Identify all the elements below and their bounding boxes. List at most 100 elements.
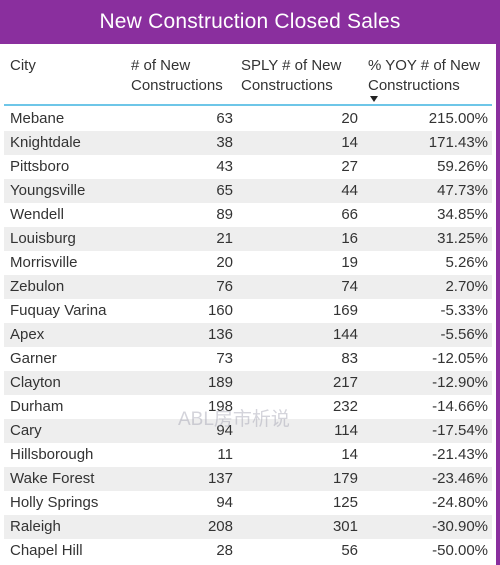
city-cell: Pittsboro [10, 158, 70, 175]
city-cell: Raleigh [10, 518, 61, 535]
city-cell: Mebane [10, 110, 65, 127]
city-cell: Durham [10, 398, 64, 415]
city-cell: Wendell [10, 206, 64, 223]
column-header-sply-line1: SPLY # of New [241, 57, 342, 74]
new-constructions-cell: 43 [216, 158, 233, 175]
yoy-cell: -12.90% [432, 374, 488, 391]
column-header-new-line2: Constructions [131, 77, 223, 94]
yoy-cell: -5.56% [440, 326, 488, 343]
table-row[interactable]: Pittsboro 43 27 59.26% [4, 155, 492, 179]
table-row[interactable]: Clayton 189 217 -12.90% [4, 371, 492, 395]
table-row[interactable]: Morrisville 20 19 5.26% [4, 251, 492, 275]
sply-cell: 232 [332, 398, 358, 415]
city-cell: Youngsville [10, 182, 86, 199]
city-cell: Zebulon [10, 278, 65, 295]
column-header-sply-line2: Constructions [241, 77, 333, 94]
sply-cell: 179 [332, 470, 358, 487]
sort-descending-icon[interactable] [370, 96, 378, 102]
sply-cell: 16 [341, 230, 358, 247]
new-constructions-cell: 198 [207, 398, 233, 415]
table-row[interactable]: Mebane 63 20 215.00% [4, 107, 492, 131]
new-constructions-cell: 89 [216, 206, 233, 223]
column-header-new-line1: # of New [131, 57, 191, 74]
table-row[interactable]: Hillsborough 11 14 -21.43% [4, 443, 492, 467]
sply-cell: 169 [332, 302, 358, 319]
city-cell: Holly Springs [10, 494, 99, 511]
yoy-cell: 2.70% [445, 278, 488, 295]
new-constructions-cell: 73 [216, 350, 233, 367]
sply-cell: 44 [341, 182, 358, 199]
city-cell: Wake Forest [10, 470, 95, 487]
new-constructions-cell: 11 [217, 446, 233, 463]
new-constructions-cell: 136 [207, 326, 233, 343]
sply-cell: 56 [341, 542, 358, 559]
yoy-cell: -5.33% [440, 302, 488, 319]
table-row[interactable]: Wake Forest 137 179 -23.46% [4, 467, 492, 491]
city-cell: Hillsborough [10, 446, 94, 463]
new-constructions-cell: 208 [207, 518, 233, 535]
yoy-cell: 215.00% [428, 110, 488, 127]
yoy-cell: -14.66% [432, 398, 488, 415]
yoy-cell: 31.25% [437, 230, 488, 247]
column-header-yoy-line1: % YOY # of New [368, 57, 481, 74]
new-constructions-cell: 38 [216, 134, 233, 151]
city-cell: Apex [10, 326, 45, 343]
yoy-cell: -24.80% [432, 494, 488, 511]
yoy-cell: 171.43% [428, 134, 488, 151]
table-body: Mebane 63 20 215.00% Knightdale 38 14 171.43% Pi… [4, 107, 492, 563]
city-cell: Morrisville [10, 254, 78, 271]
new-constructions-cell: 28 [216, 542, 233, 559]
table-row[interactable]: Louisburg 21 16 31.25% [4, 227, 492, 251]
yoy-cell: -23.46% [432, 470, 488, 487]
table-row[interactable]: Zebulon 76 74 2.70% [4, 275, 492, 299]
city-cell: Cary [10, 422, 42, 439]
new-constructions-cell: 137 [207, 470, 233, 487]
table-row[interactable]: Knightdale 38 14 171.43% [4, 131, 492, 155]
new-constructions-cell: 94 [216, 494, 233, 511]
sply-cell: 14 [341, 134, 358, 151]
new-constructions-cell: 65 [216, 182, 233, 199]
table-header: City # of New Constructions SPLY # of Ne… [0, 48, 500, 104]
table-row[interactable]: Raleigh 208 301 -30.90% [4, 515, 492, 539]
yoy-cell: -17.54% [432, 422, 488, 439]
column-header-yoy[interactable]: % YOY # of New Constructions [368, 56, 480, 96]
table-row[interactable]: Wendell 89 66 34.85% [4, 203, 492, 227]
title-bar: New Construction Closed Sales [0, 0, 500, 44]
column-header-city-label: City [10, 57, 36, 74]
table-row[interactable]: Durham 198 232 -14.66% [4, 395, 492, 419]
sply-cell: 114 [334, 422, 358, 439]
column-header-city[interactable]: City [10, 56, 36, 76]
sply-cell: 19 [341, 254, 358, 271]
yoy-cell: -21.43% [432, 446, 488, 463]
table-row[interactable]: Apex 136 144 -5.56% [4, 323, 492, 347]
city-cell: Knightdale [10, 134, 81, 151]
sply-cell: 125 [332, 494, 358, 511]
column-header-sply[interactable]: SPLY # of New Constructions [241, 56, 341, 96]
yoy-cell: 47.73% [437, 182, 488, 199]
table-row[interactable]: Fuquay Varina 160 169 -5.33% [4, 299, 492, 323]
new-constructions-cell: 21 [216, 230, 233, 247]
table-row[interactable]: Youngsville 65 44 47.73% [4, 179, 492, 203]
sply-cell: 27 [341, 158, 358, 175]
column-header-new-constructions[interactable]: # of New Constructions [131, 56, 223, 96]
yoy-cell: -50.00% [432, 542, 488, 559]
sply-cell: 301 [332, 518, 358, 535]
sply-cell: 20 [341, 110, 358, 127]
table-row[interactable]: Cary 94 114 -17.54% [4, 419, 492, 443]
city-cell: Chapel Hill [10, 542, 83, 559]
city-cell: Garner [10, 350, 57, 367]
new-constructions-cell: 160 [207, 302, 233, 319]
table-row[interactable]: Chapel Hill 28 56 -50.00% [4, 539, 492, 563]
yoy-cell: 34.85% [437, 206, 488, 223]
sply-cell: 14 [341, 446, 358, 463]
sply-cell: 83 [341, 350, 358, 367]
yoy-cell: 59.26% [437, 158, 488, 175]
new-constructions-cell: 189 [207, 374, 233, 391]
new-constructions-cell: 63 [216, 110, 233, 127]
table-row[interactable]: Holly Springs 94 125 -24.80% [4, 491, 492, 515]
table-row[interactable]: Garner 73 83 -12.05% [4, 347, 492, 371]
sply-cell: 74 [341, 278, 358, 295]
header-divider [4, 104, 492, 106]
sply-cell: 217 [332, 374, 358, 391]
sply-cell: 144 [332, 326, 358, 343]
